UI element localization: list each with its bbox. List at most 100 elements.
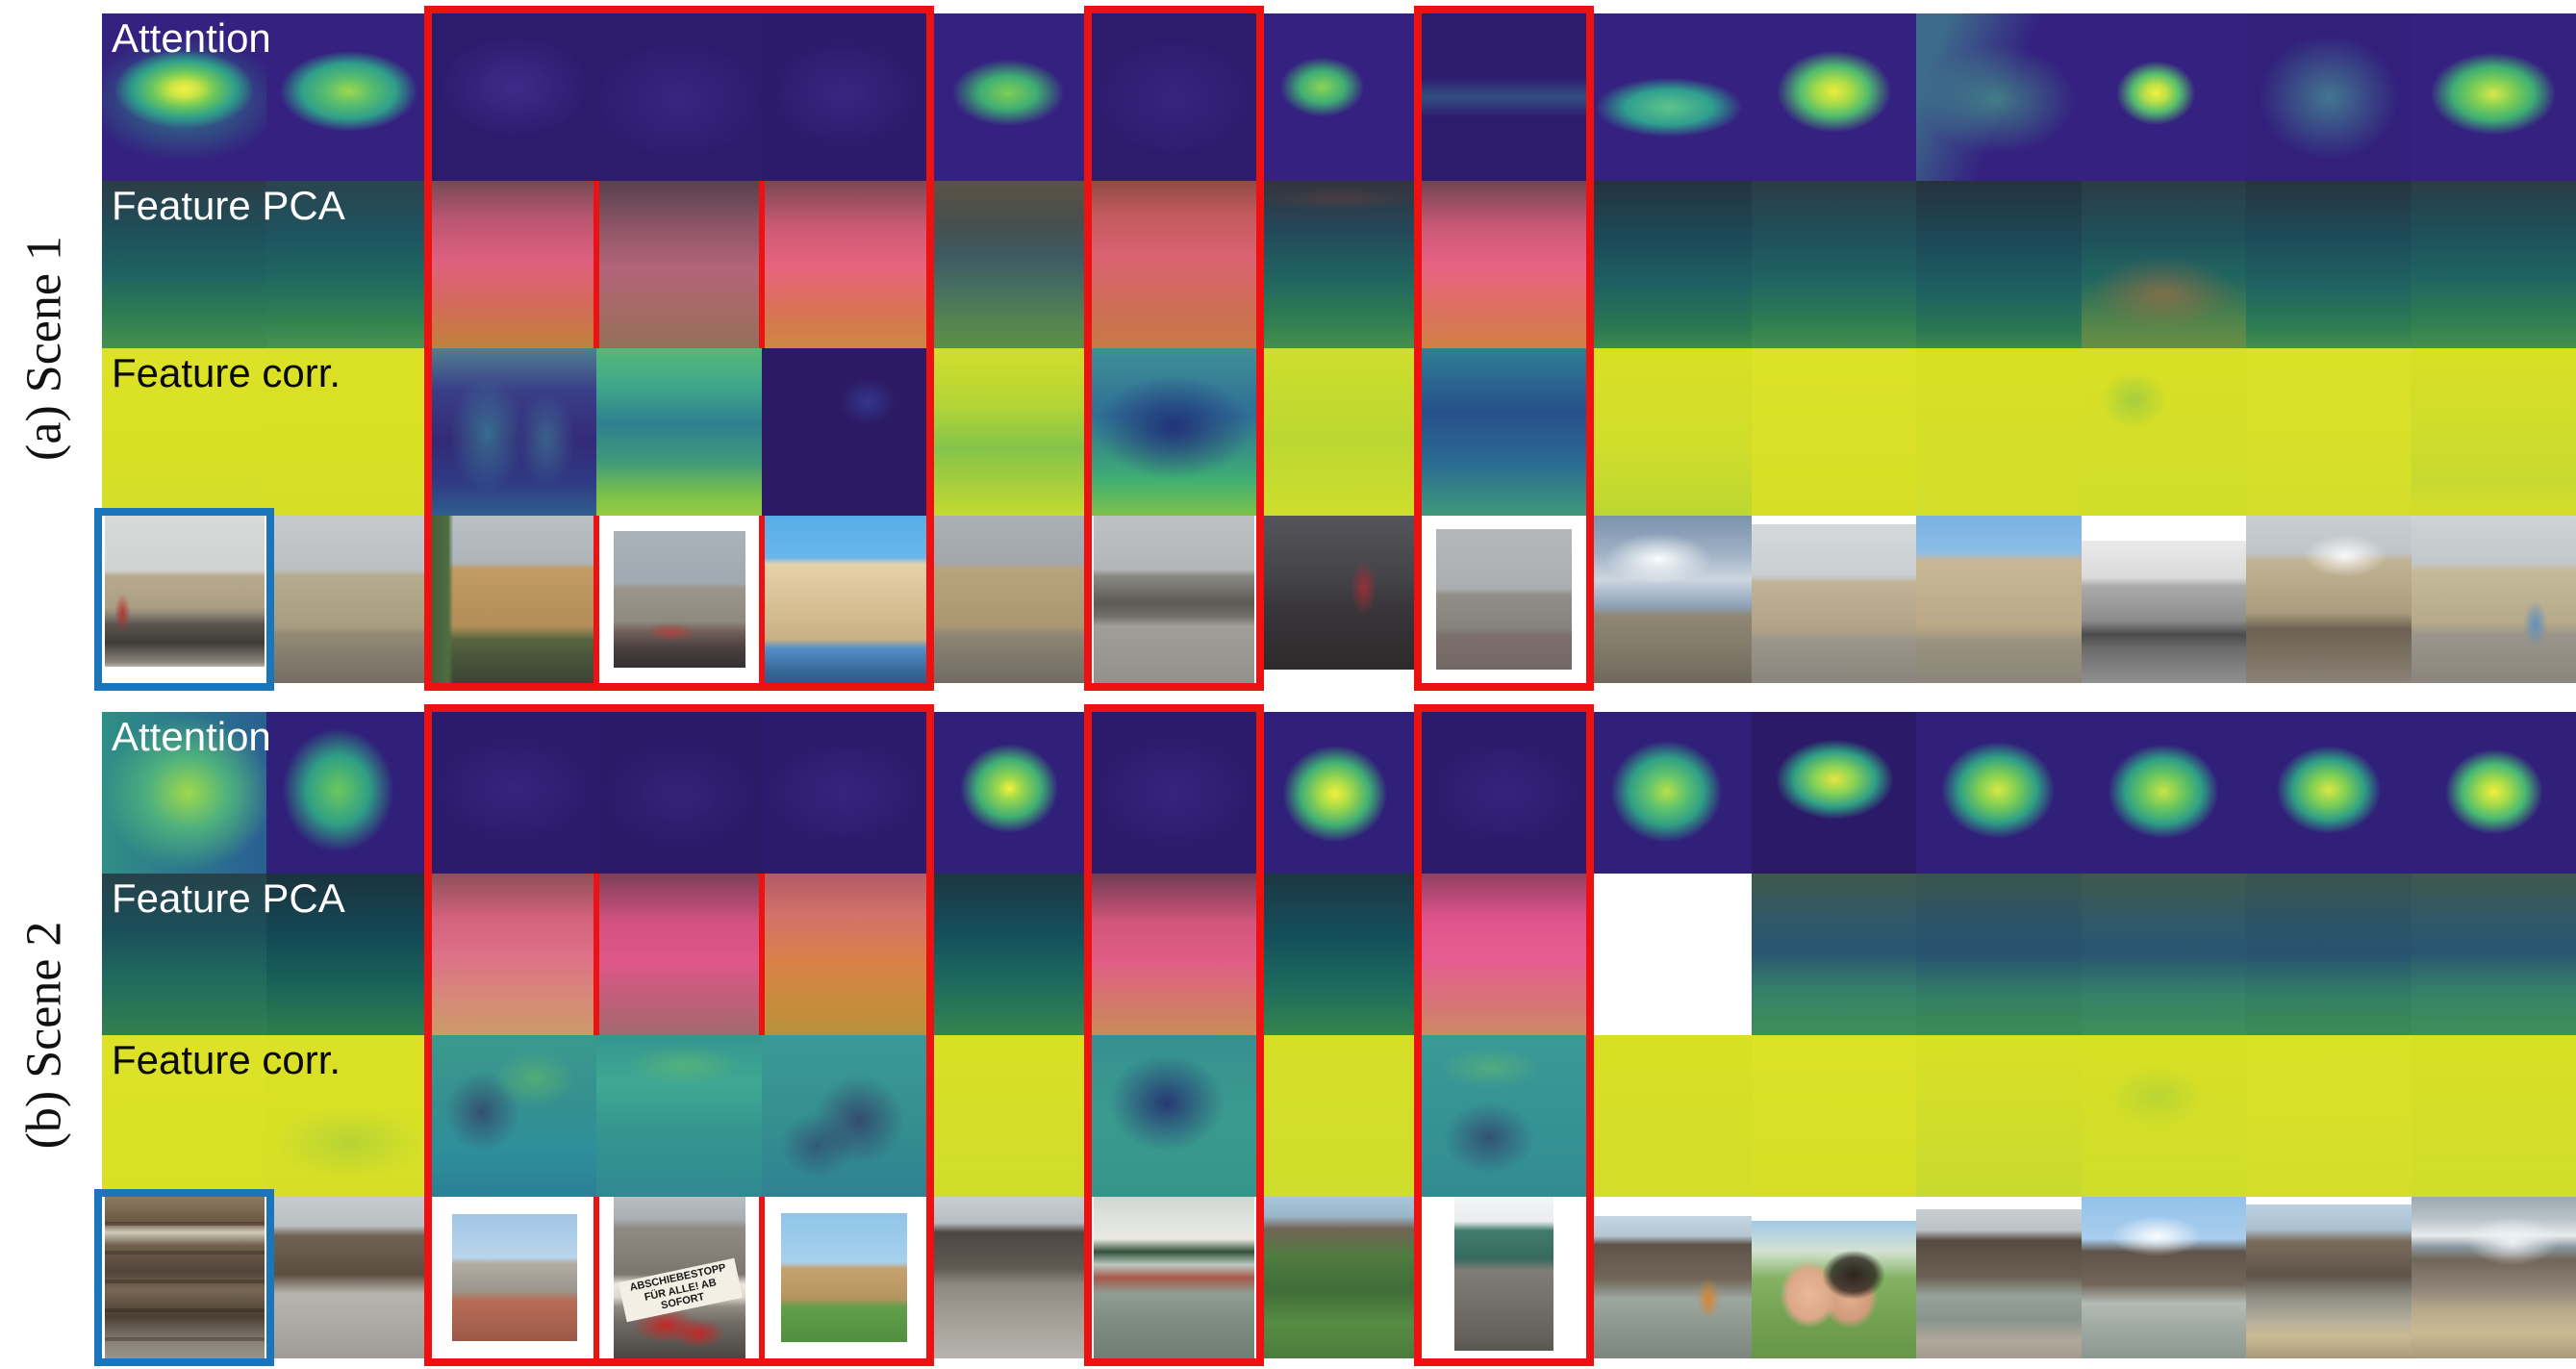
b-photo-cell-10 bbox=[1586, 1197, 1752, 1358]
b-photo-7-taj-mahal-reflecting-pool bbox=[1094, 1197, 1254, 1358]
b-row-label-pca: Feature PCA bbox=[112, 875, 345, 921]
b-photo-cell-13 bbox=[2081, 1197, 2247, 1358]
b-corr-tile-6 bbox=[926, 1035, 1092, 1197]
b-corr-tile-11 bbox=[1751, 1035, 1917, 1197]
b-attention-tile-3 bbox=[431, 712, 597, 874]
a-attention-tile-9 bbox=[1421, 13, 1587, 181]
b-corr-tile-12 bbox=[1916, 1035, 2082, 1197]
a-attention-tile-3 bbox=[431, 13, 597, 181]
b-pca-tile-11 bbox=[1751, 874, 1917, 1035]
b-corr-tile-5 bbox=[761, 1035, 927, 1197]
a-pca-tile-1 bbox=[102, 181, 267, 348]
a-pca-tile-12 bbox=[1916, 181, 2082, 348]
a-photo-cell-11 bbox=[1751, 516, 1917, 683]
b-row-label-attention: Attention bbox=[112, 714, 271, 759]
b-photo-cell-8 bbox=[1256, 1197, 1422, 1358]
b-photo-13-todaiji-blue-sky-clouds bbox=[2081, 1197, 2247, 1358]
b-photo-cell-2 bbox=[266, 1197, 432, 1358]
a-pca-tile-11 bbox=[1751, 181, 1917, 348]
a-corr-tile-1 bbox=[102, 348, 267, 516]
a-photo-10-brandenburg-quadriga-dramatic-clouds bbox=[1586, 516, 1752, 683]
b-photo-cell-7 bbox=[1091, 1197, 1257, 1358]
b-attention-tile-12 bbox=[1916, 712, 2082, 874]
a-photo-15-brandenburg-gate-man-blue-shirt bbox=[2411, 516, 2576, 683]
b-attention-tile-14 bbox=[2246, 712, 2412, 874]
a-pca-tile-9 bbox=[1421, 181, 1587, 348]
a-photo-cell-3 bbox=[431, 516, 597, 683]
b-pca-tile-8 bbox=[1256, 874, 1422, 1035]
a-corr-tile-12 bbox=[1916, 348, 2082, 516]
b-attention-tile-1 bbox=[102, 712, 267, 874]
a-corr-tile-14 bbox=[2246, 348, 2412, 516]
b-corr-tile-13 bbox=[2081, 1035, 2247, 1197]
b-attention-tile-9 bbox=[1421, 712, 1587, 874]
b-pca-tile-13 bbox=[2081, 874, 2247, 1035]
a-pca-row bbox=[102, 181, 2576, 348]
a-row-label-pca: Feature PCA bbox=[112, 183, 345, 228]
b-photo-15-todaiji-storm-clouds bbox=[2411, 1197, 2576, 1358]
a-photo-cell-15 bbox=[2411, 516, 2576, 683]
b-corr-tile-4 bbox=[596, 1035, 762, 1197]
b-corr-tile-1 bbox=[102, 1035, 267, 1197]
a-attention-tile-8 bbox=[1256, 13, 1422, 181]
b-pca-tile-14 bbox=[2246, 874, 2412, 1035]
a-pca-tile-7 bbox=[1091, 181, 1257, 348]
b-corr-row bbox=[102, 1035, 2576, 1197]
a-attention-tile-7 bbox=[1091, 13, 1257, 181]
b-attention-tile-2 bbox=[266, 712, 432, 874]
a-corr-tile-8 bbox=[1256, 348, 1422, 516]
b-corr-tile-8 bbox=[1256, 1035, 1422, 1197]
a-row-label-corr: Feature corr. bbox=[112, 350, 341, 395]
b-pca-tile-7 bbox=[1091, 874, 1257, 1035]
a-pca-tile-13 bbox=[2081, 181, 2247, 348]
b-pca-tile-15 bbox=[2411, 874, 2576, 1035]
a-photo-9-buckingham-palace-gray-cones bbox=[1436, 528, 1572, 671]
a-photo-cell-8 bbox=[1256, 516, 1422, 683]
a-attention-tile-15 bbox=[2411, 13, 2576, 181]
a-photo-cell-12 bbox=[1916, 516, 2082, 683]
b-pca-tile-3 bbox=[431, 874, 597, 1035]
b-pca-tile-2 bbox=[266, 874, 432, 1035]
a-photos-row bbox=[102, 516, 2576, 683]
a-corr-tile-5 bbox=[761, 348, 927, 516]
a-pca-tile-6 bbox=[926, 181, 1092, 348]
a-photo-cell-4 bbox=[596, 516, 762, 683]
b-corr-tile-14 bbox=[2246, 1035, 2412, 1197]
b-photo-1-todaiji-facade-closeup bbox=[104, 1197, 265, 1358]
a-pca-tile-14 bbox=[2246, 181, 2412, 348]
a-corr-tile-4 bbox=[596, 348, 762, 516]
a-corr-row bbox=[102, 348, 2576, 516]
b-attention-row bbox=[102, 712, 2576, 874]
b-corr-tile-3 bbox=[431, 1035, 597, 1197]
a-corr-tile-3 bbox=[431, 348, 597, 516]
a-photo-cell-7 bbox=[1091, 516, 1257, 683]
a-attention-tile-4 bbox=[596, 13, 762, 181]
b-photo-10-todaiji-visitors-orange-jacket bbox=[1586, 1216, 1752, 1358]
a-attention-tile-14 bbox=[2246, 13, 2412, 181]
b-attention-tile-5 bbox=[761, 712, 927, 874]
b-attention-tile-4 bbox=[596, 712, 762, 874]
a-photo-7-todaiji-temple-gray bbox=[1094, 516, 1254, 683]
panel-a: Attention Feature PCA Feature corr. bbox=[94, 6, 2576, 691]
a-photo-cell-13 bbox=[2081, 516, 2247, 683]
b-attention-tile-13 bbox=[2081, 712, 2247, 874]
b-attention-tile-7 bbox=[1091, 712, 1257, 874]
a-photo-14-brandenburg-columns-people bbox=[2246, 516, 2412, 683]
a-attention-tile-2 bbox=[266, 13, 432, 181]
panel-a-side-label: (a) Scene 1 bbox=[16, 236, 72, 461]
a-photo-3-colosseum-with-tree bbox=[431, 516, 597, 683]
a-row-label-attention: Attention bbox=[112, 15, 271, 61]
a-corr-tile-10 bbox=[1586, 348, 1752, 516]
a-attention-tile-12 bbox=[1916, 13, 2082, 181]
a-pca-tile-5 bbox=[761, 181, 927, 348]
a-photo-cell-6 bbox=[926, 516, 1092, 683]
b-photo-cell-1 bbox=[102, 1197, 267, 1358]
b-pca-tile-12 bbox=[1916, 874, 2082, 1035]
a-attention-row bbox=[102, 13, 2576, 181]
panel-b: ABSCHIEBESTOPP FÜR ALLE! AB SOFORT Attent… bbox=[94, 704, 2576, 1366]
b-pca-row bbox=[102, 874, 2576, 1035]
b-photo-8-todaiji-green-trees bbox=[1256, 1197, 1422, 1358]
a-pca-tile-15 bbox=[2411, 181, 2576, 348]
b-pca-tile-4 bbox=[596, 874, 762, 1035]
b-photo-9-quadriga-statue-pedestal bbox=[1454, 1197, 1553, 1351]
